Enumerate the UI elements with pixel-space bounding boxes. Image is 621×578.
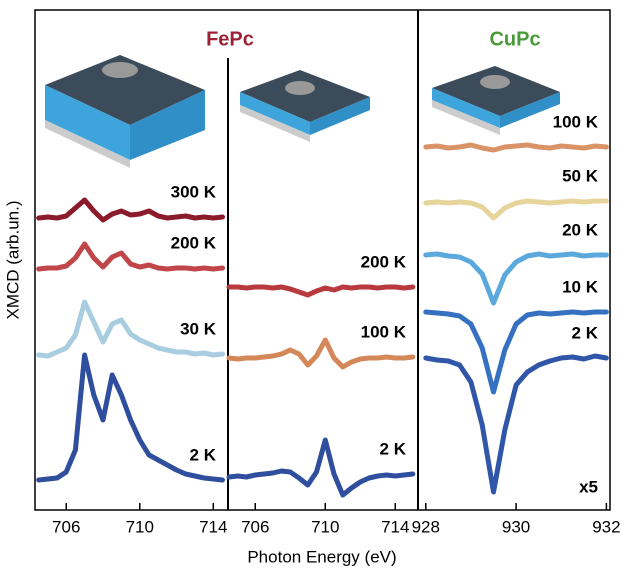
x-axis-label: Photon Energy (eV) [247,547,396,566]
spectrum [423,251,609,306]
series-label: 30 K [180,319,217,338]
x-tick-label: 710 [311,517,339,536]
x-tick-label: 706 [241,517,269,536]
series-label: 50 K [562,166,599,185]
x-tick-label: 710 [126,517,154,536]
cupc-film [432,66,560,135]
x-tick-label: 706 [52,517,80,536]
spectrum [226,284,416,298]
thick-film [45,55,205,168]
panel-title: FePc [206,28,254,50]
series-label: 2 K [190,445,217,464]
thin-film [240,70,370,142]
frame [34,9,611,511]
series-label: 200 K [171,233,217,252]
series-label: 300 K [171,182,217,201]
series-label: 200 K [361,252,407,271]
series-label: 100 K [361,322,407,341]
spectrum [226,337,416,370]
x-tick-label: 714 [381,517,409,536]
series-label: 2 K [572,323,599,342]
spectrum [423,142,609,153]
spectrum [36,299,225,359]
substrate-illustrations [45,55,560,168]
spectrum [36,241,225,272]
annotation: x5 [579,477,598,496]
series-label: 100 K [553,112,599,131]
spectrum [226,437,416,498]
series-label: 10 K [562,277,599,296]
x-tick-label: 928 [412,517,440,536]
y-axis-label: XMCD (arb.un.) [3,200,22,319]
x-tick-label: 932 [592,517,620,536]
x-tick-label: 930 [502,517,530,536]
spectrum [36,197,225,223]
spectrum [423,309,609,395]
panel-title: CuPc [489,28,540,50]
x-tick-label: 714 [199,517,227,536]
spectrum [423,353,609,495]
spectrum [423,198,609,221]
spectrum [36,352,225,483]
series-label: 2 K [380,439,407,458]
series-label: 20 K [562,220,599,239]
